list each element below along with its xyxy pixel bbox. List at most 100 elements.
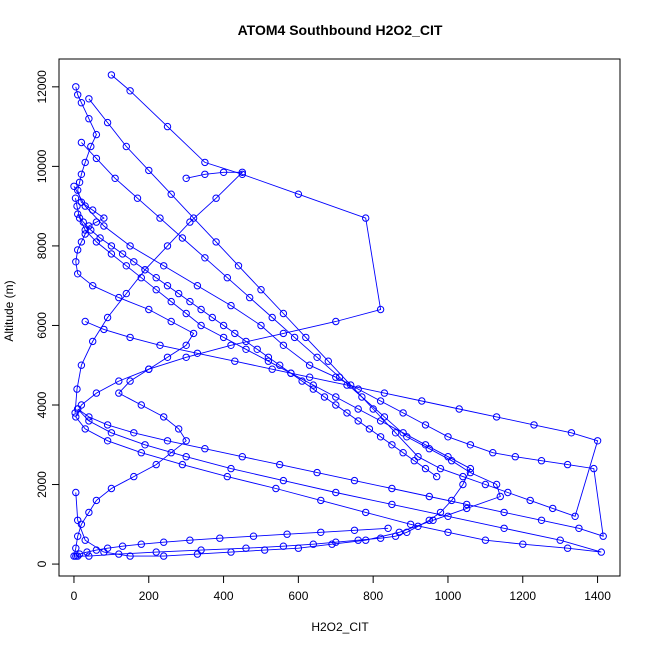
data-point (350, 476, 359, 485)
data-point (74, 516, 82, 524)
data-point (403, 433, 411, 441)
data-point (376, 397, 385, 405)
data-point (238, 168, 247, 177)
data-point (436, 508, 445, 517)
data-point (414, 453, 422, 461)
data-point (249, 532, 258, 540)
data-point (100, 222, 108, 230)
data-point (425, 445, 433, 453)
data-point (264, 353, 273, 361)
data-point (137, 449, 146, 457)
data-point (257, 321, 265, 330)
data-point (103, 313, 112, 322)
data-point (81, 158, 89, 167)
y-tick-label-0: 0 (35, 560, 49, 567)
data-point (107, 484, 116, 493)
data-point (369, 405, 377, 413)
data-point (227, 464, 235, 473)
data-point (92, 389, 101, 397)
data-point (197, 546, 205, 554)
data-point (167, 317, 175, 326)
data-point (388, 441, 396, 449)
data-point (167, 297, 175, 306)
data-point (92, 218, 101, 226)
y-tick-label-5: 10000 (35, 149, 49, 183)
data-point (463, 500, 471, 509)
data-point (433, 472, 441, 481)
data-point (395, 528, 403, 536)
data-point (444, 433, 452, 441)
data-point (130, 258, 138, 266)
data-point (492, 413, 501, 421)
data-point (126, 377, 134, 385)
data-point (305, 373, 314, 381)
series-line-6 (74, 171, 244, 413)
y-tick-label-4: 8000 (35, 232, 49, 259)
data-point (421, 421, 430, 429)
data-point (320, 393, 329, 401)
data-point (115, 377, 123, 385)
data-point (309, 381, 317, 389)
data-point (388, 484, 396, 493)
data-point (466, 468, 475, 477)
data-point (496, 492, 504, 501)
data-point (511, 453, 519, 461)
series-line-3 (73, 186, 604, 537)
data-point (276, 460, 284, 469)
data-point (242, 337, 250, 346)
x-tick-label-7: 1400 (584, 589, 611, 603)
data-point (272, 484, 280, 493)
data-point (257, 286, 265, 294)
data-point (399, 429, 407, 437)
data-point (294, 544, 303, 552)
data-point (567, 429, 576, 437)
data-point (489, 449, 497, 457)
data-point (234, 262, 243, 270)
data-point (126, 242, 134, 250)
y-tick-label-2: 4000 (35, 391, 49, 418)
data-point (96, 234, 104, 242)
data-point (279, 476, 288, 485)
data-point (298, 377, 306, 385)
data-point (77, 170, 86, 179)
data-point (87, 142, 95, 151)
data-point (380, 389, 389, 397)
data-point (85, 413, 93, 421)
data-point (376, 305, 385, 314)
data-point (328, 540, 336, 548)
data-point (72, 258, 80, 266)
data-point (223, 274, 232, 282)
data-point (317, 528, 325, 536)
data-point (530, 421, 538, 429)
data-point (118, 542, 127, 550)
data-point (189, 214, 198, 222)
data-point (107, 250, 116, 258)
data-point (354, 405, 362, 413)
series-line-1 (75, 74, 602, 553)
series-line-5 (77, 213, 437, 477)
data-point (227, 301, 235, 310)
data-point (455, 405, 463, 413)
data-point (163, 353, 172, 361)
data-point (152, 460, 160, 469)
data-point (126, 552, 134, 560)
data-point (347, 381, 355, 389)
data-point (246, 293, 254, 302)
data-point (137, 401, 146, 409)
data-point (429, 516, 437, 524)
y-axis-label: Altitude (m) (2, 280, 16, 341)
data-point (500, 508, 508, 517)
data-point (73, 202, 81, 210)
data-point (126, 333, 134, 342)
data-point (376, 534, 385, 542)
data-point (332, 488, 340, 497)
series-line-2 (75, 142, 501, 557)
data-point (72, 488, 80, 497)
data-point (160, 552, 168, 560)
data-point (77, 238, 86, 246)
data-point (182, 353, 190, 361)
data-point (492, 480, 501, 489)
data-point (343, 409, 351, 417)
data-point (122, 289, 131, 298)
data-point (92, 496, 101, 505)
